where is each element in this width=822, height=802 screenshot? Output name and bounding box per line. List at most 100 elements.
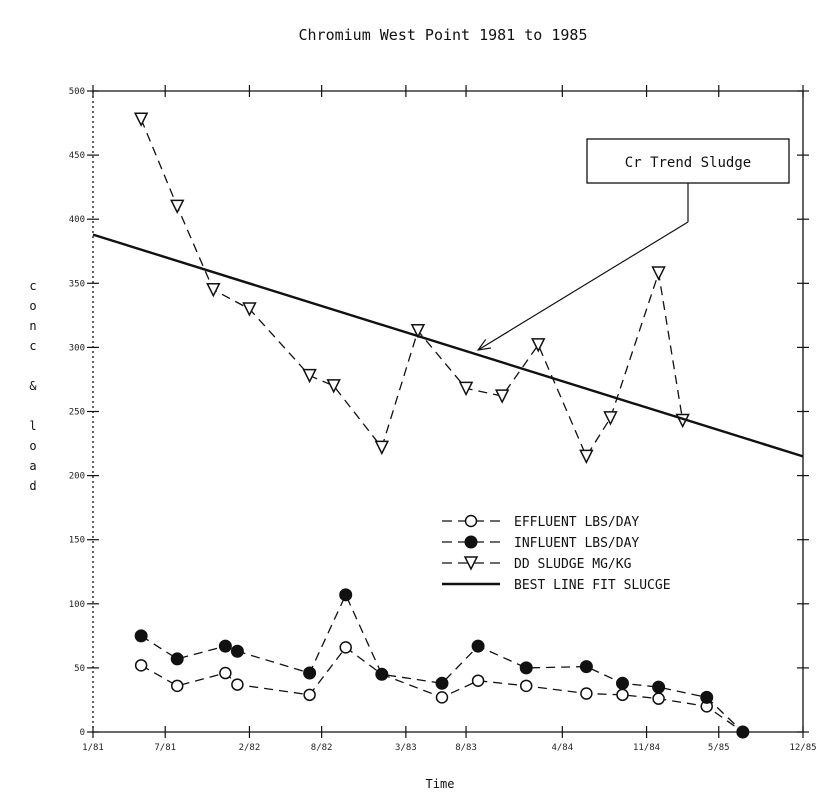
legend-label: INFLUENT LBS/DAY [514, 536, 639, 551]
data-point [374, 440, 390, 456]
y-axis-title-char: d [29, 479, 36, 493]
x-tick-label: 5/85 [708, 743, 730, 753]
series-2 [133, 112, 690, 465]
y-tick-label: 0 [80, 728, 85, 738]
data-point [219, 666, 232, 680]
legend-item: DD SLUDGE MG/KG [442, 556, 632, 572]
x-tick-label: 3/83 [395, 743, 417, 753]
annotation-arrowhead [476, 339, 492, 351]
legend-marker [464, 535, 478, 549]
data-point [616, 688, 629, 702]
y-axis-title-char: o [29, 439, 36, 453]
legend-item: INFLUENT LBS/DAY [442, 535, 639, 551]
plot-frame [92, 90, 804, 733]
data-point [170, 652, 184, 666]
data-point [651, 266, 666, 281]
data-point [736, 725, 750, 739]
series-layer [92, 112, 804, 739]
data-point [339, 641, 352, 654]
y-axis-title-char: c [29, 279, 36, 293]
x-tick-label: 8/83 [455, 743, 477, 753]
legend-marker [464, 514, 478, 528]
y-tick-label: 450 [69, 151, 85, 161]
data-point [339, 588, 353, 602]
y-tick-label: 500 [69, 87, 85, 97]
data-point [579, 449, 594, 465]
series-line [140, 593, 744, 733]
y-tick-label: 100 [69, 600, 85, 610]
data-point [519, 679, 533, 693]
series-line [92, 233, 804, 458]
data-point [580, 687, 593, 700]
y-tick-label: 400 [69, 215, 85, 225]
y-axis-title-char: c [29, 339, 36, 353]
y-axis-title-char: n [29, 319, 36, 333]
series-1 [134, 588, 750, 739]
legend-label: DD SLUDGE MG/KG [514, 557, 632, 572]
x-tick-label: 12/85 [789, 743, 816, 753]
y-tick-label: 350 [69, 279, 85, 289]
data-point [170, 199, 185, 215]
data-point [435, 676, 449, 690]
y-tick-label: 50 [74, 664, 85, 674]
x-tick-label: 2/82 [239, 743, 261, 753]
annotation-box [586, 138, 790, 184]
legend-label: EFFLUENT LBS/DAY [514, 515, 639, 530]
legend: EFFLUENT LBS/DAY INFLUENT LBS/DAY DD SLUDG… [442, 514, 671, 593]
y-axis-title-char [29, 399, 36, 413]
legend-marker [463, 556, 479, 571]
data-point [230, 644, 244, 658]
y-axis-title-char: a [29, 459, 36, 473]
data-point [471, 639, 485, 653]
data-point [303, 688, 316, 702]
data-point [375, 667, 389, 681]
data-point [435, 691, 449, 704]
data-point [615, 676, 629, 690]
y-axis-title-char: l [29, 419, 36, 433]
series-3 [92, 233, 804, 458]
data-point [471, 674, 485, 687]
x-tick-label: 1/81 [82, 743, 104, 753]
y-tick-label: 250 [69, 408, 85, 418]
series-0 [134, 641, 750, 739]
y-axis-title-char: o [29, 299, 36, 313]
x-tick-label: 4/84 [551, 743, 573, 753]
y-tick-label: 200 [69, 472, 85, 482]
annotation-label: Cr Trend Sludge [625, 155, 751, 171]
x-tick-label: 7/81 [154, 743, 176, 753]
data-point [170, 679, 184, 693]
legend-label: BEST LINE FIT SLUCGE [514, 578, 671, 593]
data-point [134, 629, 148, 643]
x-tick-label: 8/82 [311, 743, 333, 753]
data-point [242, 302, 257, 317]
data-point [652, 680, 666, 694]
data-point [302, 368, 317, 384]
y-axis-title-char [29, 359, 36, 373]
data-point [652, 692, 665, 705]
data-point [579, 660, 593, 674]
data-point [206, 282, 221, 298]
data-point [134, 659, 148, 672]
trend-annotation: Cr Trend Sludge [476, 138, 790, 351]
data-point [410, 323, 426, 339]
legend-item: EFFLUENT LBS/DAY [442, 514, 639, 530]
x-axis-title: Time [426, 777, 455, 791]
data-point [218, 639, 232, 653]
data-point [303, 666, 317, 680]
data-point [531, 338, 546, 353]
axis-ticks: 0 50 100 150 200 250 300 350 400 450 500 1/81 7/81 2/… [69, 85, 817, 753]
x-tick-label: 11/84 [633, 743, 660, 753]
data-point [494, 389, 510, 404]
chart-title: Chromium West Point 1981 to 1985 [299, 26, 588, 44]
data-point [700, 690, 714, 704]
data-point [603, 411, 618, 426]
data-point [231, 678, 244, 691]
data-point [458, 381, 474, 397]
legend-item: BEST LINE FIT SLUCGE [442, 578, 671, 593]
data-point [133, 112, 149, 127]
data-point [326, 379, 341, 394]
y-tick-label: 150 [69, 536, 85, 546]
data-point [519, 661, 533, 675]
